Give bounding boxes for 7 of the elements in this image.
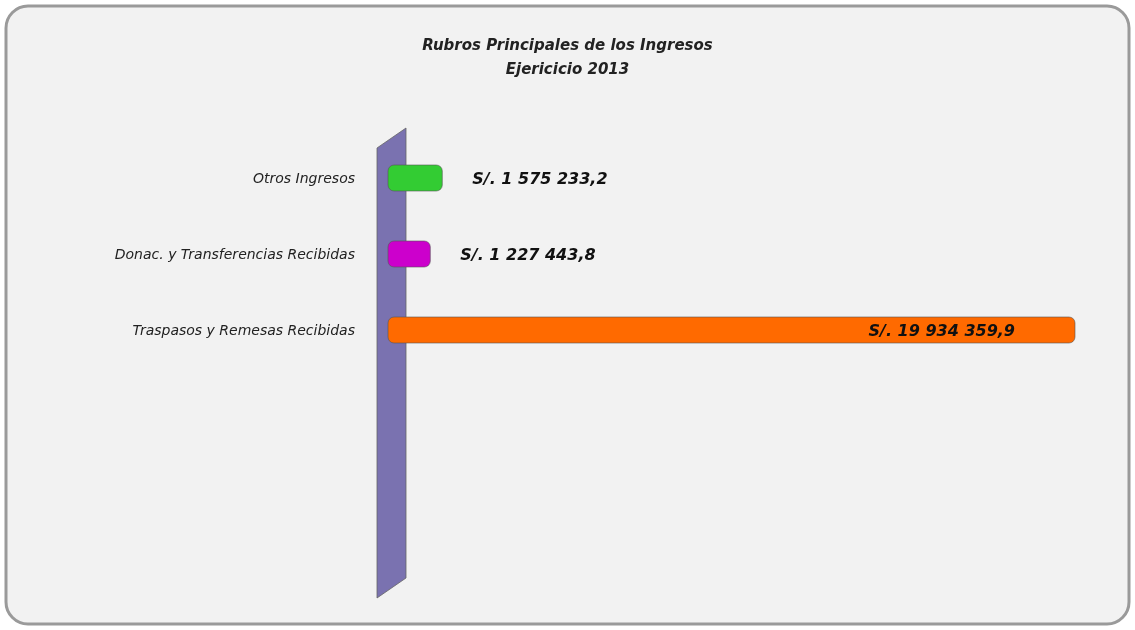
y-tick-label: Donac. y Transferencias Recibidas bbox=[114, 246, 355, 262]
data-label: S/. 1 575 233,2 bbox=[472, 169, 608, 188]
y-tick-label: Traspasos y Remesas Recibidas bbox=[132, 322, 355, 338]
data-label: S/. 1 227 443,8 bbox=[460, 245, 596, 264]
y-tick-label: Otros Ingresos bbox=[253, 170, 355, 186]
data-label: S/. 19 934 359,9 bbox=[868, 321, 1015, 340]
chart-title: Rubros Principales de los Ingresos Ejericicio 2013 bbox=[422, 36, 713, 78]
